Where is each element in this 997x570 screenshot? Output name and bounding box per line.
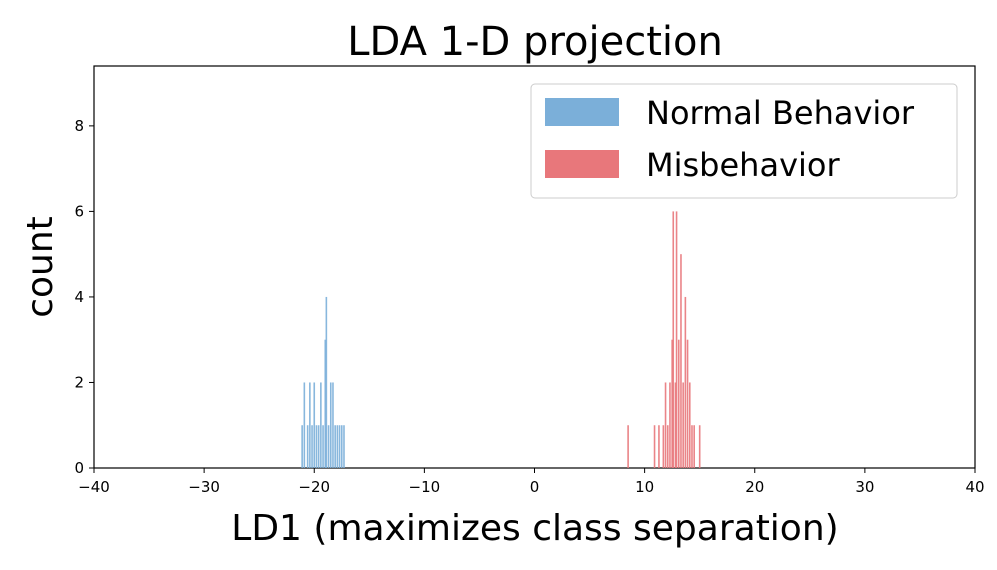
bar-normal-1 — [303, 382, 306, 468]
bar-normal-0 — [301, 425, 303, 468]
bar-misbehavior-0 — [627, 425, 629, 468]
bar-misbehavior-6 — [669, 382, 671, 468]
y-tick-label: 4 — [74, 288, 84, 306]
bar-misbehavior-12 — [680, 254, 682, 468]
y-tick-label: 6 — [74, 202, 84, 220]
bar-normal-3 — [309, 382, 311, 468]
bar-misbehavior-17 — [691, 425, 693, 468]
y-tick-label: 2 — [74, 373, 84, 391]
x-tick-label: 20 — [745, 478, 764, 496]
bar-normal-9 — [322, 425, 324, 468]
legend-label-misbehavior: Misbehavior — [646, 146, 840, 184]
bar-misbehavior-16 — [688, 382, 691, 468]
legend-frame — [530, 83, 958, 199]
x-tick-label: 10 — [635, 478, 654, 496]
legend-swatch-misbehavior — [545, 150, 619, 178]
x-tick-label: −40 — [78, 478, 110, 496]
bar-normal-4 — [311, 425, 313, 468]
bar-normal-17 — [338, 425, 341, 468]
bar-misbehavior-3 — [662, 425, 665, 468]
bar-normal-2 — [306, 425, 309, 468]
bar-normal-8 — [320, 382, 322, 468]
bar-normal-19 — [343, 425, 345, 468]
bar-misbehavior-7 — [671, 339, 673, 468]
bar-normal-10 — [324, 339, 327, 468]
x-tick-label: 0 — [530, 478, 540, 496]
bar-misbehavior-19 — [698, 425, 701, 468]
legend: Normal Behavior Misbehavior — [530, 83, 958, 199]
y-axis-label: count — [20, 216, 61, 318]
chart-title: LDA 1-D projection — [347, 19, 723, 65]
bar-misbehavior-13 — [682, 382, 684, 468]
bar-misbehavior-2 — [658, 425, 660, 468]
legend-label-normal: Normal Behavior — [646, 94, 915, 132]
bar-misbehavior-10 — [675, 211, 678, 468]
x-axis-ticks: −40 −30 −20 −10 0 10 20 30 40 — [78, 468, 985, 496]
bar-misbehavior-14 — [684, 296, 687, 468]
bar-normal-16 — [336, 425, 339, 468]
bar-misbehavior-18 — [693, 425, 695, 468]
bar-misbehavior-9 — [674, 382, 677, 468]
x-tick-label: −10 — [409, 478, 441, 496]
bar-normal-18 — [340, 425, 343, 468]
bar-misbehavior-4 — [664, 382, 667, 468]
x-tick-label: −30 — [188, 478, 220, 496]
bar-normal-12 — [327, 425, 330, 468]
bars-group — [301, 211, 701, 468]
bar-misbehavior-8 — [672, 211, 675, 468]
y-axis-ticks: 0 2 4 6 8 — [74, 117, 94, 477]
y-tick-label: 8 — [74, 117, 84, 135]
bar-misbehavior-1 — [653, 425, 656, 468]
x-tick-label: 30 — [855, 478, 874, 496]
bar-misbehavior-15 — [686, 339, 689, 468]
bar-misbehavior-11 — [677, 339, 680, 468]
bar-normal-15 — [334, 425, 336, 468]
bar-normal-7 — [317, 425, 320, 468]
x-tick-label: −20 — [298, 478, 330, 496]
bar-normal-11 — [325, 296, 328, 468]
bar-normal-6 — [315, 425, 318, 468]
bar-normal-5 — [313, 382, 316, 468]
x-tick-label: 40 — [965, 478, 984, 496]
legend-swatch-normal — [545, 98, 619, 126]
y-tick-label: 0 — [74, 459, 84, 477]
bar-normal-14 — [332, 382, 334, 468]
bar-misbehavior-5 — [666, 425, 669, 468]
bar-normal-13 — [329, 382, 332, 468]
x-axis-label: LD1 (maximizes class separation) — [231, 508, 838, 549]
